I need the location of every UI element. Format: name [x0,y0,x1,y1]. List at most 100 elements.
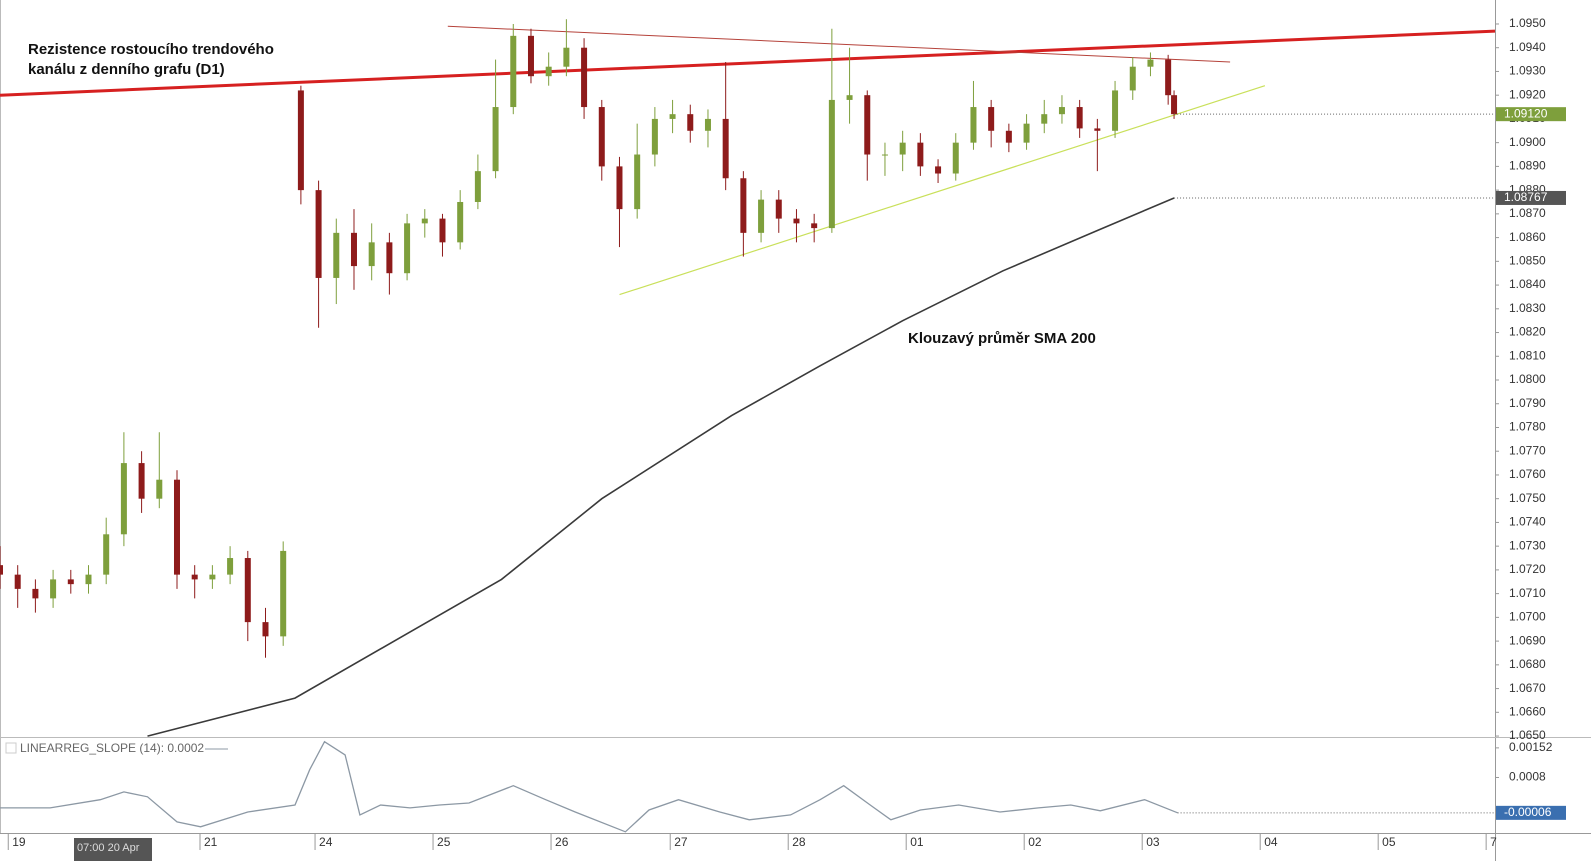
price-label: -0.00006 [1504,805,1552,819]
x-tick-label: 05 [1382,835,1396,849]
x-tick-label: 19 [12,835,26,849]
candle-body [85,574,92,585]
y-tick-label: 1.0660 [1509,704,1546,718]
trend-line [447,25,1231,63]
trend-line [0,29,1496,97]
candle-body [1058,107,1065,115]
candle-body [439,218,446,243]
candle-body [970,107,977,143]
candle-body [935,166,942,174]
candle-body [32,588,39,599]
candle-body [1023,123,1030,143]
y-tick-label: 1.0850 [1509,254,1546,268]
price-label: 1.08767 [1504,190,1548,204]
candle-body [811,223,818,229]
candle-body [793,218,800,224]
candle-body [722,118,729,179]
candle-body [209,574,216,580]
y-tick-label: 1.0860 [1509,230,1546,244]
candle-body [1129,66,1136,91]
candle-body [545,66,552,77]
candle-body [368,242,375,267]
candle-body [191,574,198,580]
y-tick-label: 1.0890 [1509,159,1546,173]
y-tick-label: 1.0700 [1509,610,1546,624]
y-tick-label: 1.0900 [1509,135,1546,149]
candle-body [103,534,110,575]
candle-body [227,558,234,575]
x-tick-label: 7 [1490,835,1497,849]
price-label-box [1496,190,1566,205]
y-tick-label: 1.0830 [1509,301,1546,315]
candle-body [510,35,517,108]
candle-body [1076,107,1083,129]
x-tick-label: 26 [555,835,569,849]
price-label: 1.09120 [1504,106,1548,120]
y-tick-label: 1.0940 [1509,40,1546,54]
annotation: Rezistence rostoucího trendového [28,41,274,58]
price-label-box [1496,107,1566,122]
candle-body [14,574,21,589]
candle-body [775,199,782,219]
y-tick-label: 1.0800 [1509,372,1546,386]
y-tick-label: 1.0750 [1509,491,1546,505]
y-tick-label: 1.0770 [1509,443,1546,457]
candle-body [1041,114,1048,124]
x-tick-label: 27 [674,835,688,849]
candle-body [669,114,676,119]
crosshair-box [74,838,152,861]
candle-body [1112,90,1119,131]
x-tick-label: 25 [437,835,451,849]
candle-body [1147,59,1154,67]
y-tick-label: 1.0710 [1509,586,1546,600]
candle-body [563,47,570,67]
y-tick-label: 0.00152 [1509,740,1553,754]
x-tick-label: 04 [1264,835,1278,849]
candle-body [67,579,74,585]
y-tick-label: 1.0690 [1509,633,1546,647]
candle-body [474,171,481,202]
candle-body [1094,128,1101,131]
candle-body [917,142,924,167]
y-tick-label: 1.0670 [1509,681,1546,695]
candle-body [581,47,588,108]
candle-body [687,114,694,131]
candle-body [297,90,304,191]
candle-body [988,107,995,131]
x-tick-label: 01 [910,835,924,849]
legend-icon [5,742,17,754]
y-tick-label: 1.0870 [1509,206,1546,220]
x-tick-label: 24 [319,835,333,849]
y-tick-label: 1.0720 [1509,562,1546,576]
y-tick-label: 1.0920 [1509,87,1546,101]
candle-body [899,142,906,155]
x-tick-label: 02 [1028,835,1042,849]
y-tick-label: 0.0008 [1509,770,1546,784]
candle-body [492,107,499,172]
candle-body [333,232,340,278]
candle-body [651,118,658,155]
y-tick-label: 1.0730 [1509,538,1546,552]
y-tick-label: 1.0840 [1509,277,1546,291]
indicator-line [0,740,1178,833]
candle-body [173,479,180,575]
crosshair-label: 07:00 20 Apr [77,842,140,854]
y-tick-label: 1.0790 [1509,396,1546,410]
candle-body [634,154,641,210]
candle-body [262,622,269,637]
candle-body [758,199,765,233]
trend-line [619,85,1266,296]
candle-body [1005,130,1012,143]
y-tick-label: 1.0680 [1509,657,1546,671]
annotation: kanálu z denního grafu (D1) [28,61,225,78]
candle-body [457,201,464,243]
x-tick-label: 21 [204,835,218,849]
candle-body [0,565,3,575]
candle-body [156,479,163,499]
candle-body [350,232,357,267]
legend-label: LINEARREG_SLOPE (14): 0.0002 [20,741,204,755]
candle-body [881,154,888,156]
candle-body [952,142,959,174]
